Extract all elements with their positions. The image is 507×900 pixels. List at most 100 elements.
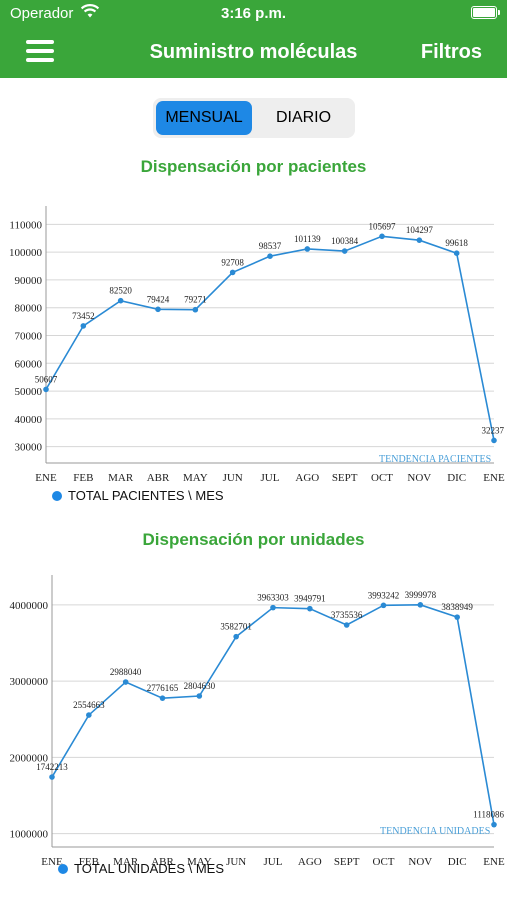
units-x-tick: JUL <box>264 856 283 868</box>
patients-y-tick: 40000 <box>15 414 43 426</box>
units-data-point <box>417 602 424 608</box>
units-data-point <box>380 602 387 609</box>
units-data-label: 2804630 <box>184 681 216 691</box>
units-x-tick: SEPT <box>334 856 360 868</box>
patients-data-label: 92708 <box>221 257 244 267</box>
units-data-label: 1742213 <box>36 762 68 772</box>
patients-series-line <box>45 235 495 441</box>
chart-units: 1000000 2000000 3000000 4000000 ENE FEB MAR ABR… <box>10 575 505 868</box>
units-data-label: 3963303 <box>257 593 289 603</box>
battery-icon <box>471 6 500 19</box>
units-data-point <box>159 695 166 701</box>
units-x-tick: MAY <box>187 856 212 868</box>
patients-x-tick: MAR <box>108 472 134 484</box>
patients-data-label: 104297 <box>406 225 434 235</box>
patients-x-tick: ENE <box>483 472 505 484</box>
trend-patients-label: TENDENCIA PACIENTES <box>379 454 492 465</box>
patients-x-tick: MAY <box>183 472 208 484</box>
patients-x-tick: OCT <box>371 472 393 484</box>
units-y-tick: 4000000 <box>10 600 49 612</box>
units-data-label: 3999978 <box>405 590 437 600</box>
units-data-point <box>343 622 350 628</box>
patients-data-point <box>117 297 124 304</box>
trend-units-label: TENDENCIA UNIDADES <box>380 826 491 837</box>
units-x-tick: FEB <box>79 856 99 868</box>
status-bar: Operador 3:16 p.m. <box>0 0 507 28</box>
patients-y-tick: 50000 <box>15 386 43 398</box>
segment-daily[interactable]: DIARIO <box>275 109 332 126</box>
legend-units-label: TOTAL UNIDADES \ MES <box>74 861 225 877</box>
units-data-point <box>122 679 129 685</box>
legend-patients-marker <box>52 490 62 501</box>
patients-x-tick: FEB <box>73 472 93 484</box>
patients-data-label: 79271 <box>184 295 207 305</box>
status-time: 3:16 p.m. <box>220 5 287 22</box>
patients-x-tick: ENE <box>35 472 57 484</box>
units-data-label: 2554663 <box>73 700 105 710</box>
patients-data-point <box>80 323 87 329</box>
patients-data-label: 98537 <box>259 241 282 251</box>
chart-patients-title: Dispensación por pacientes <box>140 157 367 176</box>
units-data-point <box>491 821 497 828</box>
patients-data-point <box>453 250 460 256</box>
units-data-point <box>454 614 460 620</box>
page-title: Suministro moléculas <box>149 41 358 63</box>
patients-x-tick: JUL <box>261 472 280 484</box>
patients-data-point <box>379 233 385 240</box>
patients-data-point <box>192 306 199 313</box>
units-x-tick: ENE <box>483 856 505 868</box>
units-series-line <box>51 604 495 825</box>
legend-patients: TOTAL PACIENTES \ MES <box>52 487 224 503</box>
chart-patients: 30000 40000 50000 60000 70000 80000 90000 10000… <box>9 206 505 484</box>
navigation-bar: Suministro moléculas Filtros <box>0 30 507 74</box>
patients-y-tick: 110000 <box>9 219 42 231</box>
patients-x-tick: DIC <box>447 472 466 484</box>
wifi-icon <box>80 3 100 23</box>
patients-data-label: 100384 <box>331 236 359 246</box>
filters-button[interactable]: Filtros <box>420 41 482 63</box>
units-x-tick: ABR <box>151 856 174 868</box>
patients-y-tick: 90000 <box>15 275 43 287</box>
patients-y-tick: 30000 <box>15 442 43 454</box>
units-x-tick: DIC <box>448 856 467 868</box>
units-data-point <box>196 693 203 699</box>
patients-x-tick: NOV <box>407 472 431 484</box>
units-data-point <box>49 774 55 780</box>
chart-units-title: Dispensación por unidades <box>142 530 365 549</box>
units-x-tick: MAR <box>113 856 139 868</box>
units-data-label: 3993242 <box>368 590 400 600</box>
units-data-point <box>270 604 276 611</box>
patients-x-tick: SEPT <box>332 472 358 484</box>
units-data-label: 3735536 <box>331 610 363 620</box>
patients-data-point <box>341 248 348 254</box>
patients-data-point <box>491 437 497 444</box>
units-data-label: 2988040 <box>110 667 142 677</box>
patients-data-label: 82520 <box>109 286 132 296</box>
units-y-tick: 2000000 <box>10 752 49 764</box>
patients-y-tick: 60000 <box>15 358 43 370</box>
patients-x-tick: JUN <box>223 472 243 484</box>
units-data-label: 3582701 <box>220 622 252 632</box>
patients-data-point <box>267 253 273 259</box>
app-header: Operador 3:16 p.m. Suministro moléculas … <box>0 0 507 78</box>
patients-data-point <box>43 386 49 393</box>
units-data-point <box>307 605 313 612</box>
units-x-tick: OCT <box>373 856 395 868</box>
patients-data-label: 73452 <box>72 311 95 321</box>
patients-data-point <box>229 269 236 276</box>
patients-data-label: 101139 <box>294 234 321 244</box>
patients-data-label: 50607 <box>35 374 58 384</box>
units-data-point <box>233 633 239 640</box>
units-x-tick: ENE <box>41 856 63 868</box>
patients-data-point <box>304 246 311 252</box>
menu-icon[interactable] <box>26 40 54 62</box>
patients-x-tick: ABR <box>147 472 170 484</box>
patients-y-tick: 70000 <box>15 331 43 343</box>
units-data-label: 3838949 <box>441 602 473 612</box>
legend-patients-label: TOTAL PACIENTES \ MES <box>68 488 224 504</box>
patients-y-tick: 100000 <box>9 247 43 259</box>
patients-data-label: 79424 <box>147 294 170 304</box>
segment-monthly[interactable]: MENSUAL <box>156 101 252 135</box>
units-data-label: 2776165 <box>147 683 179 693</box>
patients-y-tick: 80000 <box>15 303 43 315</box>
